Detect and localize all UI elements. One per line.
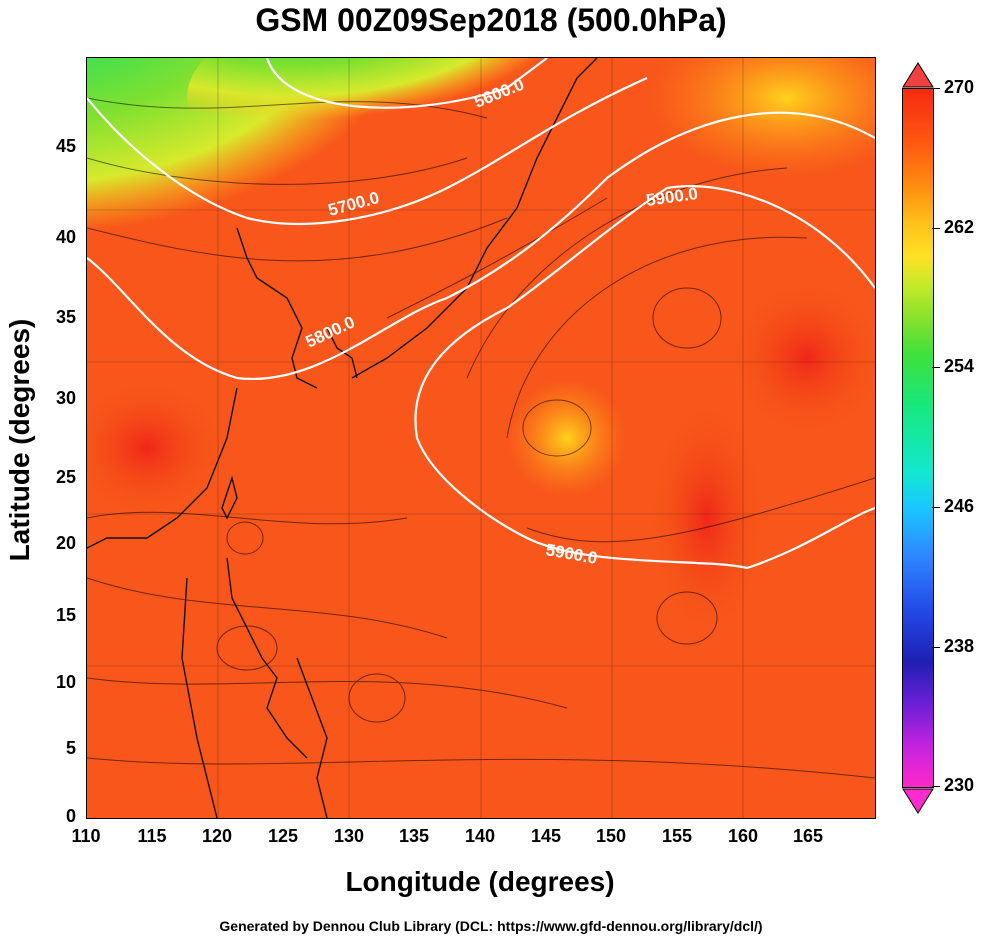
y-tick-label: 40 <box>55 227 76 247</box>
x-tick-label: 125 <box>267 826 299 846</box>
colorbar-max-arrow <box>902 62 934 88</box>
colorbar-tick-label: 230 <box>944 775 975 795</box>
y-axis-label: Latitude (degrees) <box>4 318 35 562</box>
colorbar-tick-label: 254 <box>944 356 975 376</box>
y-tick-label: 30 <box>55 388 76 408</box>
contour-5800 <box>87 111 875 381</box>
x-axis-label: Longitude (degrees) <box>345 866 615 897</box>
map-plot-area: 5600.0 5700.0 5800.0 5900.0 5900.0 <box>86 57 876 819</box>
x-tick-label: 140 <box>464 826 496 846</box>
colorbar-tick-label: 270 <box>944 77 975 97</box>
x-tick-label: 150 <box>595 826 627 846</box>
colorbar-tick-mark <box>932 88 940 89</box>
y-tick-label: 10 <box>55 672 76 692</box>
x-tick-label: 135 <box>398 826 430 846</box>
footer-credit: Generated by Dennou Club Library (DCL: h… <box>219 918 763 934</box>
contour-5600 <box>265 58 548 109</box>
streamlines <box>87 97 875 779</box>
colorbar-tick-mark <box>932 647 940 648</box>
height-contours <box>87 58 875 570</box>
chart-title: GSM 00Z09Sep2018 (500.0hPa) <box>255 2 727 38</box>
contour-5700 <box>87 76 648 225</box>
colorbar-tick-mark <box>932 786 940 787</box>
x-tick-label: 145 <box>530 826 562 846</box>
gridlines <box>87 58 875 818</box>
colorbar-tick-mark <box>932 367 940 368</box>
colorbar <box>902 88 934 788</box>
temperature-field-map: 5600.0 5700.0 5800.0 5900.0 5900.0 <box>87 58 875 818</box>
x-tick-label: 120 <box>201 826 233 846</box>
y-tick-label: 15 <box>55 605 76 625</box>
contour-5900-south <box>415 437 875 570</box>
coastlines <box>87 58 598 818</box>
x-tick-label: 130 <box>333 826 365 846</box>
colorbar-tick-label: 246 <box>944 496 975 516</box>
y-tick-label: 25 <box>55 467 76 487</box>
x-tick-label: 160 <box>727 826 759 846</box>
y-tick-label: 20 <box>55 533 76 553</box>
colorbar-tick-mark <box>932 507 940 508</box>
colorbar-tick-mark <box>932 228 940 229</box>
contour-5900-north <box>414 185 875 439</box>
y-tick-label: 35 <box>55 307 76 327</box>
x-tick-label: 155 <box>661 826 693 846</box>
y-tick-label: 5 <box>65 738 76 758</box>
colorbar-tick-label: 262 <box>944 217 975 237</box>
colorbar-tick-label: 238 <box>944 636 975 656</box>
x-tick-label: 165 <box>792 826 824 846</box>
y-tick-label: 45 <box>55 136 76 156</box>
x-tick-label: 110 <box>71 826 101 846</box>
y-tick-label: 0 <box>65 806 76 826</box>
x-tick-label: 115 <box>137 826 167 846</box>
colorbar-min-arrow <box>902 788 934 814</box>
